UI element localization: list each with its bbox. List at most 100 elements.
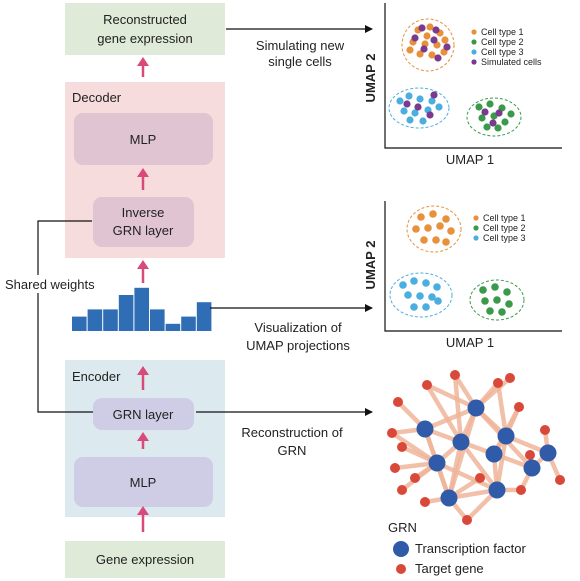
grn-edge [389,430,440,466]
cluster-2-outline [466,97,522,137]
pink-arrow-head-5 [137,57,149,66]
umap-top-point [478,114,486,122]
grn-legend-tf-label: Transcription factor [415,541,526,556]
grn-edge [422,405,479,432]
pink-arrow-head-3 [137,260,149,269]
grn-target-gene-node [393,397,403,407]
legend-label: Cell type 3 [483,233,526,243]
histogram-bar [196,302,212,331]
histogram-bar [103,309,118,331]
inverse-grn-label-2: GRN layer [113,223,174,238]
umap-mid-point [491,283,499,291]
umap-top-point [489,119,497,127]
grn-target-gene-node [516,485,526,495]
grn-tf-node [440,489,458,507]
umap-mid-point [422,303,430,311]
umap-mid-point [432,236,440,244]
umap-top-point [428,51,436,59]
grn-legend: Transcription factor Target gene [393,541,526,576]
umap-top-point [434,54,442,62]
grn-edges [389,372,563,523]
reconstructed-label-1: Reconstructed [103,12,187,27]
legend-label: Simulated cells [481,57,542,67]
umap-top-point [501,118,509,126]
umap-mid-point [447,227,455,235]
shared-weights-label-bg [2,275,108,293]
umap-top-point [486,100,494,108]
umap-mid-point [481,297,489,305]
grn-target-gene-node [390,463,400,473]
umap-top-point [443,43,451,51]
umap-mid-point [399,281,407,289]
visualization-label-1: Visualization of [254,320,342,335]
grn-edge [495,380,509,439]
grn-tf-node [428,454,446,472]
umap-top-point [428,97,436,105]
umap-top-point [416,50,424,58]
umap-top-point [414,103,422,111]
histogram-bar [150,309,165,331]
umap-top-point [400,107,408,115]
grn-tf-node [416,420,434,438]
histogram-bar [87,309,103,331]
umap-top-point [420,45,428,53]
encoder-mlp-box [74,457,213,507]
grn-target-gene-node [555,475,565,485]
grn-target-gene-node [422,380,432,390]
grn-title: GRN [388,520,417,535]
grn-tf-node [488,481,506,499]
umap-top-point [405,92,413,100]
pink-arrow-head-0 [137,506,149,515]
grn-target-gene-node [540,425,550,435]
umap-mid-point [410,277,418,285]
shared-weights-bracket [37,220,93,413]
grn-target-gene-node [525,450,535,460]
simulating-label-1: Simulating new [256,38,345,53]
umap-mid-point [422,279,430,287]
histogram-bar [165,323,181,331]
histogram-bar [181,316,196,331]
histogram-bar [118,295,134,331]
grn-edge [446,405,479,501]
histogram-bar [134,287,149,331]
legend-label: Cell type 2 [483,223,526,233]
umap-mid-point [416,292,424,300]
grn-tf-node [539,444,557,462]
umap-mid-point [486,307,494,315]
mid-cluster-1-outline [406,205,462,253]
grn-legend-target-label: Target gene [415,561,484,576]
umap-mid-point [503,288,511,296]
grn-target-gene-node [397,442,407,452]
cluster-3-outline [388,87,450,129]
umap-mid-point [424,224,432,232]
grn-target-gene-node [450,370,460,380]
simulating-label-2: single cells [268,54,332,69]
mid-cluster-3-outline [389,272,453,318]
umap-top-point [441,36,449,44]
shared-weights-label: Shared weights [5,277,95,292]
umap-top-point [494,124,502,132]
histogram [72,287,212,331]
gene-expression-label: Gene expression [96,552,194,567]
grn-edge [434,460,500,493]
umap-mid-xlabel: UMAP 1 [446,335,494,350]
umap-mid-point [404,291,412,299]
grn-target-gene-node [420,497,430,507]
umap-top-axes [384,3,562,149]
umap-top-point [435,103,443,111]
legend-marker [471,39,477,45]
umap-top-point [432,26,440,34]
grn-legend-tf-marker [393,541,409,557]
inverse-grn-box [93,197,194,247]
grn-target-gene-node [410,473,420,483]
umap-top-point [406,46,414,54]
grn-layer-label: GRN layer [113,407,174,422]
umap-top-point [419,117,427,125]
grn-edge [458,439,500,493]
legend-label: Cell type 3 [481,47,524,57]
legend-marker [471,49,477,55]
umap-mid-point [429,210,437,218]
